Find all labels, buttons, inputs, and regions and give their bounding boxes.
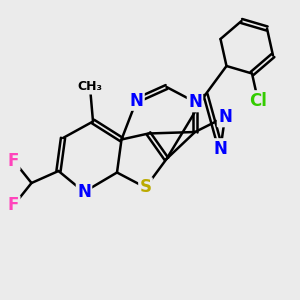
Text: S: S bbox=[140, 178, 152, 196]
Text: N: N bbox=[218, 108, 232, 126]
Text: N: N bbox=[77, 183, 91, 201]
Text: CH₃: CH₃ bbox=[77, 80, 103, 94]
Text: F: F bbox=[8, 196, 19, 214]
Text: F: F bbox=[8, 152, 19, 169]
Text: N: N bbox=[214, 140, 227, 158]
Text: Cl: Cl bbox=[249, 92, 267, 110]
Text: N: N bbox=[130, 92, 143, 110]
Text: N: N bbox=[188, 93, 202, 111]
